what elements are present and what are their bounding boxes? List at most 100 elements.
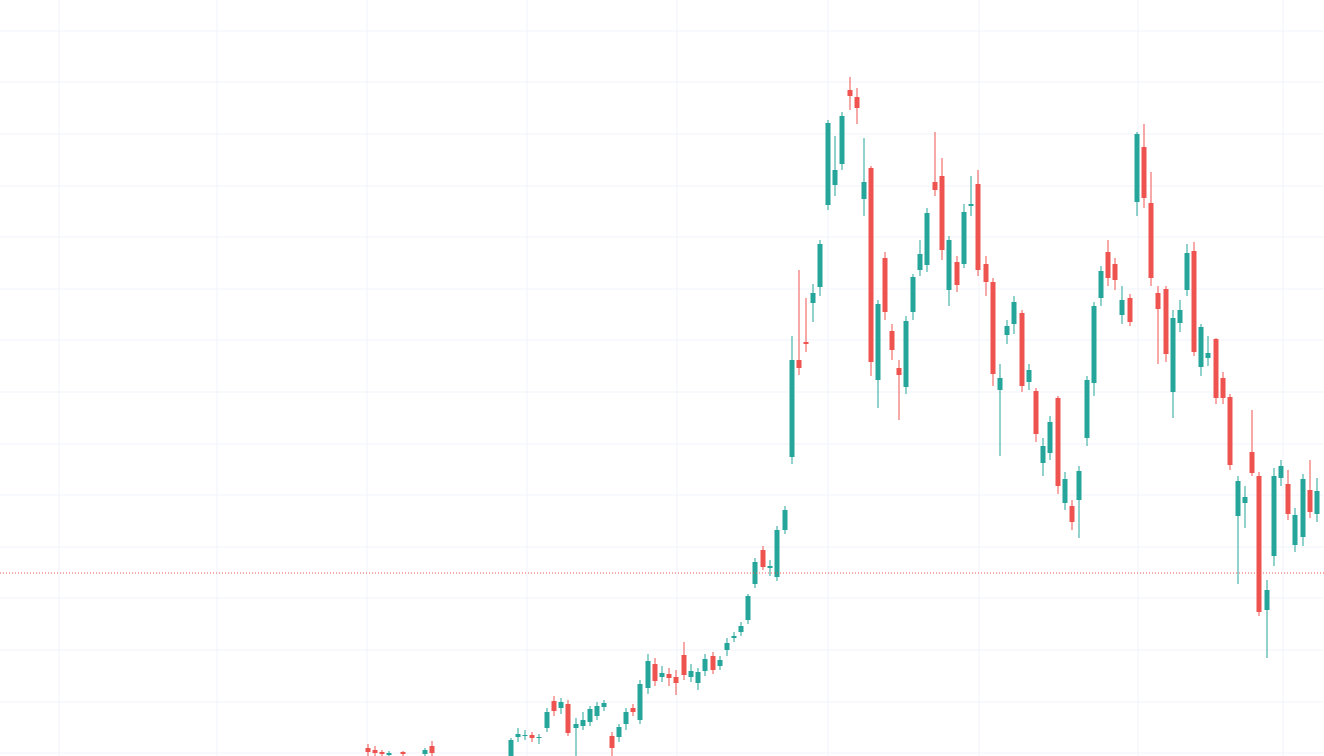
candle-body	[839, 116, 845, 164]
candle-body	[1148, 203, 1154, 278]
candle-body	[365, 748, 371, 752]
candle-body	[544, 712, 550, 728]
candle-body	[529, 735, 535, 738]
candle-body	[1105, 252, 1111, 278]
candle-body	[565, 704, 571, 733]
candle-body	[630, 708, 636, 712]
candle-body	[782, 510, 788, 530]
candle-body	[932, 182, 938, 190]
candle-body	[1184, 253, 1190, 290]
candle-body	[1019, 313, 1025, 386]
candle-body	[1227, 397, 1233, 465]
candle-body	[1033, 391, 1039, 434]
candle-body	[536, 737, 542, 738]
candle-body	[1264, 590, 1270, 610]
candle-body	[1235, 481, 1241, 516]
candle-body	[1127, 298, 1133, 322]
candle-body	[1098, 271, 1104, 298]
candle-body	[810, 293, 816, 303]
candle-body	[1177, 310, 1183, 323]
candle-body	[1314, 491, 1320, 514]
candle-body	[910, 277, 916, 312]
candle-body	[1205, 353, 1211, 358]
candle-body	[1011, 302, 1017, 324]
candle-body	[832, 170, 838, 185]
candle-body	[580, 720, 586, 726]
candle-body	[774, 530, 780, 577]
candle-body	[1112, 264, 1118, 280]
candle-body	[745, 596, 751, 620]
candle-body	[594, 706, 600, 716]
candle-body	[379, 752, 385, 754]
candle-body	[1119, 300, 1125, 315]
candle-body	[1004, 326, 1010, 335]
candle-body	[939, 176, 945, 250]
candle-body	[731, 636, 737, 638]
candle-body	[990, 282, 996, 374]
candle-body	[422, 750, 428, 754]
candle-body	[760, 550, 766, 567]
candle-body	[724, 643, 730, 650]
candle-body	[1278, 466, 1284, 478]
candle-body	[868, 168, 874, 362]
candle-body	[1141, 147, 1147, 198]
candle-body	[710, 656, 716, 670]
candle-body	[1076, 471, 1082, 500]
candle-body	[702, 659, 708, 671]
candle-body	[1091, 306, 1097, 383]
candle-body	[896, 368, 902, 375]
candle-body	[1040, 446, 1046, 463]
candle-body	[1242, 497, 1248, 503]
candle-body	[1300, 479, 1306, 537]
candle-body	[609, 736, 615, 748]
candle-body	[1191, 251, 1197, 352]
candle-body	[1134, 134, 1140, 202]
candle-body	[1069, 506, 1075, 522]
candle-body	[1220, 378, 1226, 398]
candle-body	[889, 331, 895, 350]
candle-body	[1170, 318, 1176, 392]
candle-body	[695, 672, 701, 683]
candle-body	[1213, 339, 1219, 398]
candle-body	[875, 304, 881, 380]
candle-body	[717, 660, 723, 666]
candle-body	[924, 213, 930, 265]
candle-body	[508, 740, 514, 756]
candle-body	[817, 244, 823, 287]
candle-body	[601, 703, 607, 707]
candle-body	[429, 746, 435, 753]
candle-body	[1307, 490, 1313, 512]
candle-body	[954, 262, 960, 285]
candle-body	[551, 701, 557, 711]
candle-body	[946, 240, 952, 290]
candle-body	[1055, 398, 1061, 486]
candle-body	[573, 724, 579, 728]
candle-body	[854, 97, 860, 108]
candle-body	[847, 90, 853, 96]
candle-body	[789, 360, 795, 457]
candle-body	[400, 752, 406, 754]
candle-body	[796, 360, 802, 368]
candle-body	[659, 673, 665, 677]
candle-body	[681, 655, 687, 675]
candle-body	[666, 674, 672, 678]
candle-body	[1084, 380, 1090, 438]
candle-body	[752, 562, 758, 584]
candle-body	[861, 182, 867, 199]
candle-body	[515, 734, 521, 737]
candle-body	[623, 712, 629, 724]
candle-body	[1163, 289, 1169, 354]
candle-body	[587, 709, 593, 722]
candle-body	[767, 566, 773, 568]
candle-body	[903, 321, 909, 387]
candle-body	[983, 264, 989, 282]
candle-body	[652, 664, 658, 681]
candle-body	[558, 702, 564, 708]
candle-body	[1249, 452, 1255, 473]
candle-body	[522, 735, 528, 736]
candle-body	[975, 184, 981, 270]
candle-body	[1047, 422, 1053, 453]
